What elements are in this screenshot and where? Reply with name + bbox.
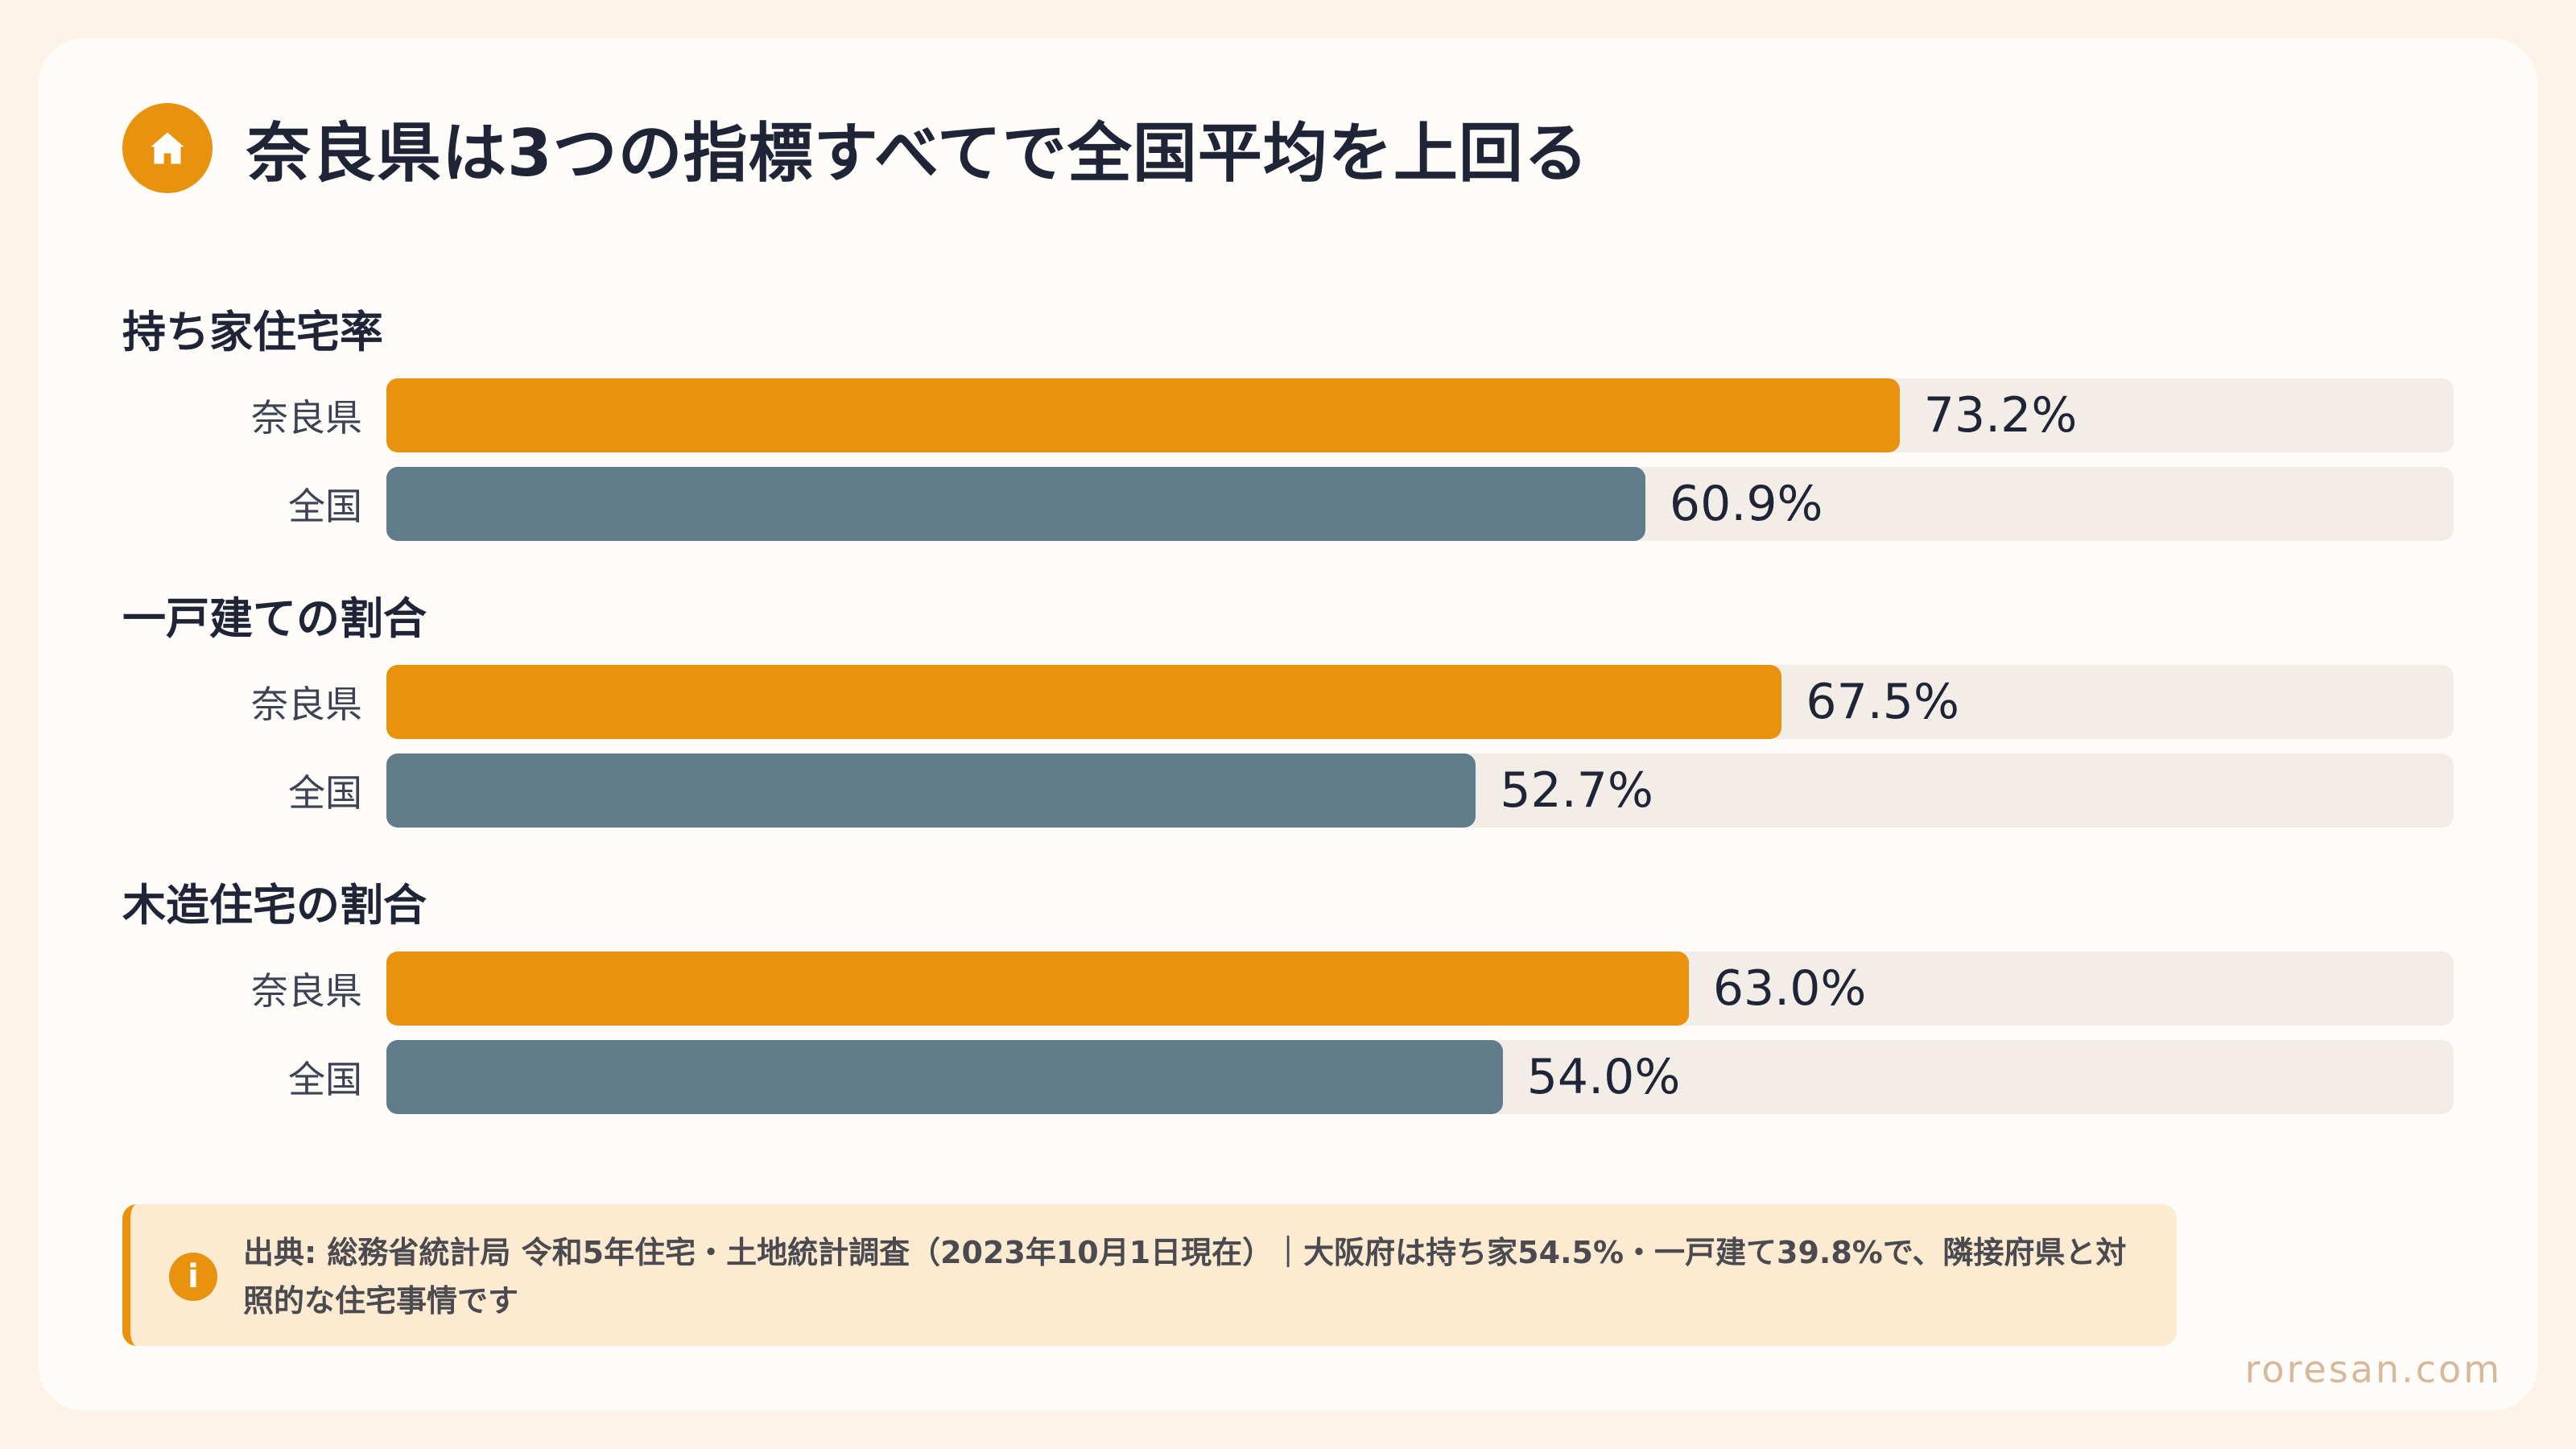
data-label: 63.0%: [1712, 960, 1867, 1017]
home-icon: [122, 103, 213, 193]
data-label: 54.0%: [1526, 1049, 1681, 1105]
row-label: 全国: [288, 1058, 362, 1101]
info-icon: i: [169, 1253, 217, 1301]
data-label: 52.7%: [1500, 762, 1653, 819]
row-label: 奈良県: [251, 969, 362, 1013]
infographic-card: 奈良県は3つの指標すべてで全国平均を上回る 持ち家住宅率 奈良県 73.2% 全…: [39, 39, 2537, 1410]
bar-national-wooden: [386, 1040, 1503, 1114]
group-title-detached: 一戸建ての割合: [122, 593, 427, 644]
header: 奈良県は3つの指標すべてで全国平均を上回る: [122, 103, 1589, 193]
bar-national-detached: [386, 753, 1476, 828]
group-title-wooden: 木造住宅の割合: [122, 880, 427, 931]
row-label: 全国: [288, 485, 362, 528]
data-label: 73.2%: [1923, 387, 2078, 444]
group-title-homeownership: 持ち家住宅率: [122, 307, 383, 357]
row-label: 奈良県: [251, 396, 362, 440]
row-label: 全国: [288, 771, 362, 815]
bar-nara-detached: [386, 665, 1782, 739]
bar-row: 奈良県 67.5%: [39, 665, 2537, 739]
bar-track: 67.5%: [386, 665, 2454, 739]
bar-track: 54.0%: [386, 1040, 2454, 1114]
bar-track: 63.0%: [386, 952, 2454, 1026]
row-label: 奈良県: [251, 683, 362, 726]
source-note-text: 出典: 総務省統計局 令和5年住宅・土地統計調査（2023年10月1日現在）｜大…: [243, 1235, 2127, 1319]
bar-track: 60.9%: [386, 467, 2454, 541]
site-credit: roresan.com: [2244, 1348, 2502, 1391]
bar-national-homeownership: [386, 467, 1645, 541]
bar-row: 奈良県 63.0%: [39, 952, 2537, 1026]
bar-row: 全国 60.9%: [39, 467, 2537, 541]
source-note: i 出典: 総務省統計局 令和5年住宅・土地統計調査（2023年10月1日現在）…: [122, 1204, 2177, 1346]
bar-row: 全国 52.7%: [39, 753, 2537, 828]
bar-row: 奈良県 73.2%: [39, 378, 2537, 452]
data-label: 60.9%: [1669, 476, 1823, 532]
bar-nara-homeownership: [386, 378, 1900, 452]
bar-nara-wooden: [386, 952, 1689, 1026]
data-label: 67.5%: [1806, 674, 1959, 730]
bar-track: 73.2%: [386, 378, 2454, 452]
bar-row: 全国 54.0%: [39, 1040, 2537, 1114]
bar-track: 52.7%: [386, 753, 2454, 828]
chart-title: 奈良県は3つの指標すべてで全国平均を上回る: [246, 116, 1589, 191]
